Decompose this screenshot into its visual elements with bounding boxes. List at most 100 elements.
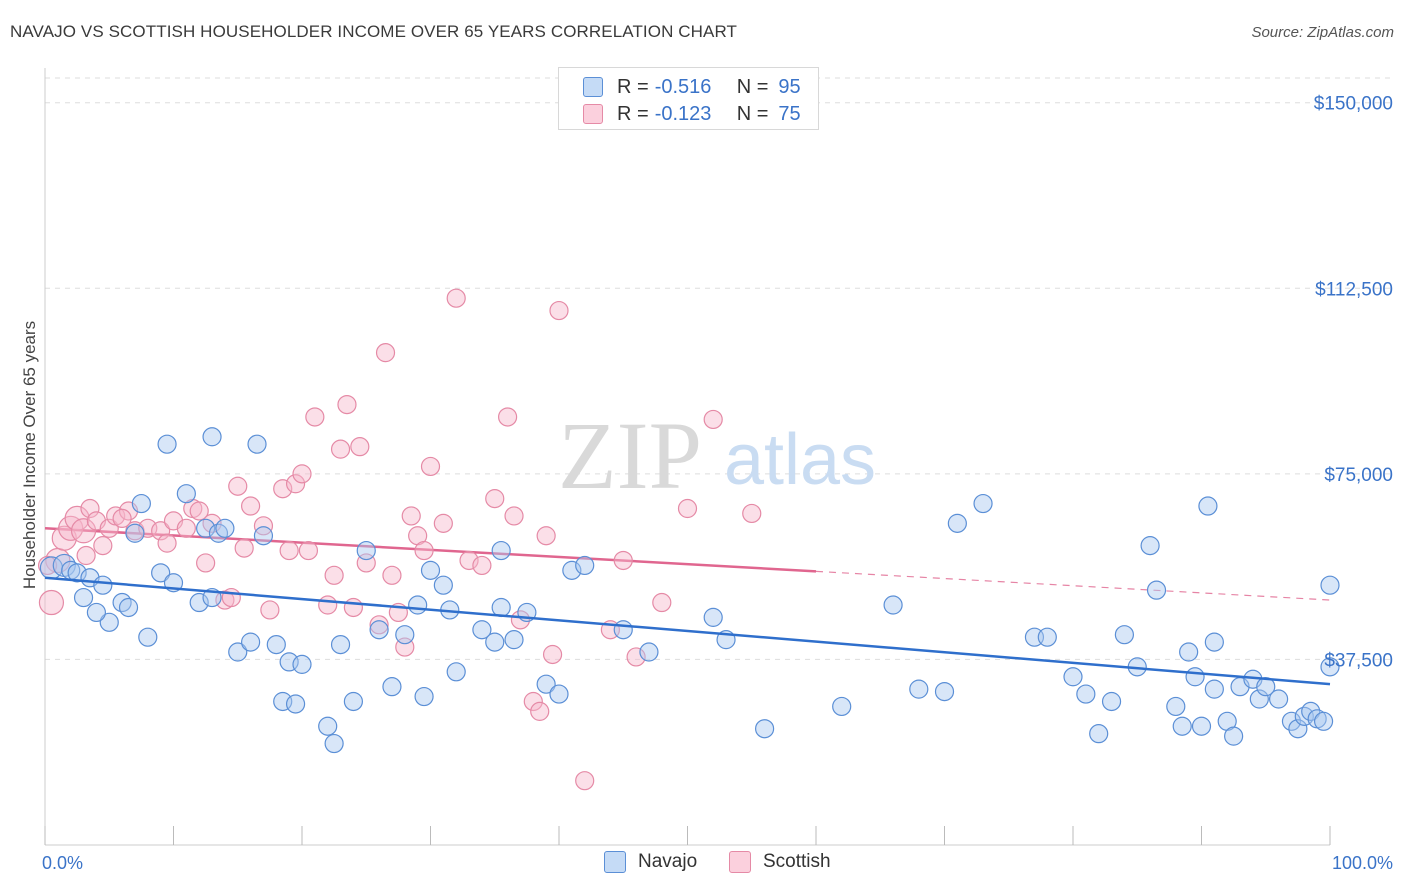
data-point-navajo [1089,724,1109,744]
data-point-navajo [420,560,441,580]
data-point-navajo [934,681,955,702]
data-point-scottish [510,610,531,630]
data-point-navajo [324,733,344,754]
data-point-scottish [253,516,274,536]
n-value: 75 [778,102,801,125]
data-point-scottish [157,533,177,553]
y-tick-label: $150,000 [1314,94,1393,115]
data-point-scottish [472,555,492,576]
data-point-navajo [189,592,209,613]
data-point-navajo [285,694,306,714]
data-point-navajo [414,686,434,707]
data-point-navajo [754,719,775,739]
data-point-scottish [626,647,646,667]
data-point-scottish [433,513,453,533]
data-point-navajo [613,620,633,640]
data-point-navajo [138,627,158,647]
data-point-scottish [549,300,569,321]
data-point-navajo [318,716,338,736]
data-point-scottish [324,565,344,585]
data-point-scottish [350,437,370,457]
data-point-scottish [228,476,248,496]
data-point-scottish [285,474,306,494]
data-point-scottish [80,498,100,519]
data-point-navajo [491,540,511,561]
trend-line-scottish-solid [44,527,817,573]
r-label: R = [617,75,649,98]
data-point-navajo [292,654,312,674]
data-point-scottish [99,518,119,538]
data-point-navajo [343,691,363,712]
data-point-navajo [356,540,376,561]
data-point-navajo [369,620,389,640]
data-point-scottish [504,506,524,526]
data-point-navajo [1288,719,1308,739]
trend-line-scottish-dashed [815,570,1331,601]
data-point-navajo [247,434,267,454]
data-point-navajo [93,575,113,595]
watermark: ZIP atlas [558,402,876,509]
data-point-scottish [260,600,280,620]
data-point-scottish [298,540,319,561]
data-point-navajo [112,592,132,613]
navajo-swatch [604,851,626,873]
r-label: R = [617,102,649,125]
data-point-navajo [208,523,229,543]
data-point-navajo [1249,689,1269,709]
data-point-scottish [652,592,672,613]
x-tick-label: 100.0% [1332,853,1393,873]
data-point-navajo [196,518,216,538]
data-point-scottish [530,701,550,721]
data-point-scottish [38,589,65,616]
data-point-navajo [446,662,466,682]
points-scottish [37,288,762,791]
data-point-navajo [67,563,87,583]
data-point-scottish [273,479,293,499]
data-point-navajo [118,597,139,618]
data-point-scottish [703,409,723,430]
data-point-navajo [883,595,903,615]
data-point-navajo [1114,625,1135,645]
data-point-scottish [369,615,389,635]
legend-item-scottish[interactable]: Scottish [729,851,831,873]
data-point-scottish [196,553,216,573]
legend-item-navajo[interactable]: Navajo [604,851,697,873]
data-point-scottish [523,691,543,712]
data-point-navajo [151,563,171,583]
data-point-navajo [241,632,261,652]
data-point-navajo [253,526,274,546]
data-point-scottish [221,587,241,608]
legend-label-scottish: Scottish [763,851,831,872]
legend-row-scottish: R = -0.123 N = 75 [583,101,801,127]
data-point-scottish [241,496,261,516]
data-point-navajo [1185,667,1205,687]
trend-line-navajo [44,576,1331,686]
data-point-scottish [343,597,363,618]
data-point-navajo [536,674,556,694]
data-point-navajo [1224,726,1244,746]
data-point-navajo [549,684,569,704]
data-point-navajo [86,602,107,623]
data-point-navajo [395,625,415,645]
data-point-scottish [112,508,132,529]
data-point-scottish [485,489,505,509]
chart-title: NAVAJO VS SCOTTISH HOUSEHOLDER INCOME OV… [10,22,738,41]
tick-labels: $37,500 $75,000 $112,500 $150,000 0.0% 100.0% [42,94,1393,873]
data-point-scottish [70,518,97,544]
data-point-scottish [234,538,254,558]
data-point-navajo [1301,701,1321,721]
data-point-navajo [1320,657,1340,677]
trend-line-scottish [44,527,1331,601]
data-point-navajo [215,518,235,538]
grid-lines [45,77,1395,660]
data-point-scottish [677,498,698,519]
data-point-navajo [202,427,222,447]
data-point-navajo [73,587,94,608]
data-point-scottish [292,464,312,484]
data-point-scottish [401,506,421,526]
data-point-navajo [330,634,351,655]
data-point-scottish [459,550,479,571]
data-point-scottish [382,565,402,585]
data-point-scottish [375,343,396,363]
data-point-scottish [305,407,325,427]
